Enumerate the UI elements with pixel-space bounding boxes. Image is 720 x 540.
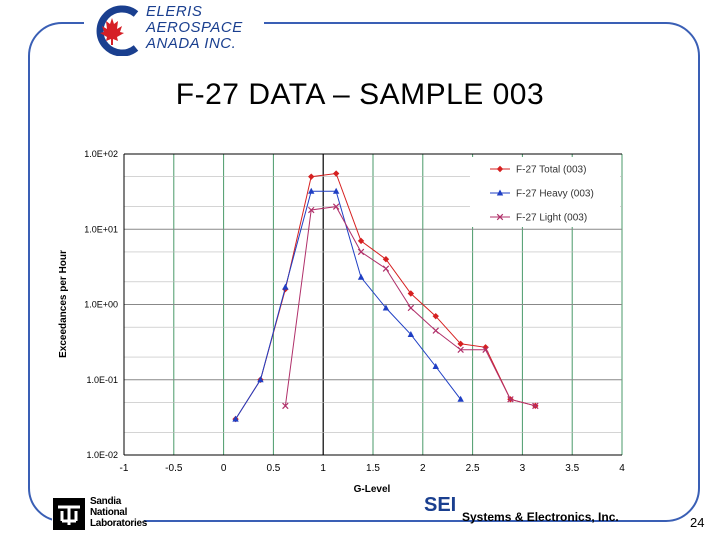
data-point-triangle xyxy=(282,283,289,290)
data-point-diamond xyxy=(432,312,439,320)
data-point-x xyxy=(482,346,489,354)
data-point-triangle xyxy=(357,273,365,280)
legend-entry: F-27 Heavy (003) xyxy=(516,189,594,200)
data-point-triangle xyxy=(232,415,239,422)
x-tick-label: 2 xyxy=(420,463,426,474)
data-point-triangle xyxy=(432,362,439,369)
series-line xyxy=(235,190,461,420)
logo-line-2: AEROSPACE xyxy=(146,19,243,36)
data-point-triangle xyxy=(257,376,264,383)
data-point-x xyxy=(496,213,504,221)
x-tick-label: 2.5 xyxy=(466,463,480,474)
maple-leaf-icon xyxy=(96,5,139,57)
x-tick-label: 0 xyxy=(221,463,227,474)
data-point-x xyxy=(332,203,340,210)
data-point-diamond xyxy=(308,173,315,180)
x-tick-label: 4 xyxy=(619,463,625,474)
x-axis-label: G-Level xyxy=(354,484,391,495)
slide-frame xyxy=(28,22,700,522)
x-tick-label: 1 xyxy=(320,463,326,474)
y-tick-label: 1.0E-02 xyxy=(86,450,118,460)
data-point-triangle xyxy=(457,395,464,402)
y-tick-label: 1.0E+00 xyxy=(84,300,118,310)
sandia-thunderbird-icon xyxy=(53,498,85,530)
logo-line-3: ANADA INC. xyxy=(146,35,237,52)
data-point-diamond xyxy=(407,290,415,297)
data-point-triangle xyxy=(407,330,415,337)
legend-entry: F-27 Light (003) xyxy=(516,213,587,224)
data-point-x xyxy=(532,402,539,410)
x-tick-label: 1.5 xyxy=(366,463,380,474)
data-point-x xyxy=(507,396,514,403)
data-point-x xyxy=(282,402,289,410)
page-number: 24 xyxy=(690,515,705,530)
company-name: Systems & Electronics, Inc. xyxy=(462,510,619,524)
data-point-x xyxy=(308,206,315,214)
data-point-x xyxy=(357,248,365,256)
x-tick-label: 0.5 xyxy=(266,463,280,474)
sei-logo-text: SEI xyxy=(424,494,457,516)
celeris-logo: ELERIS AEROSPACE ANADA INC. xyxy=(84,3,264,57)
y-tick-label: 1.0E+01 xyxy=(84,224,118,234)
sandia-line-2: National xyxy=(90,507,128,518)
data-point-x xyxy=(382,265,390,272)
data-point-diamond xyxy=(357,237,365,245)
data-point-triangle xyxy=(496,189,504,196)
y-axis-label: Exceedances per Hour xyxy=(58,250,69,358)
data-point-diamond xyxy=(457,340,464,348)
y-tick-label: 1.0E-01 xyxy=(86,375,118,385)
x-tick-label: -1 xyxy=(120,463,129,474)
data-point-triangle xyxy=(382,304,390,311)
sandia-line-1: Sandia xyxy=(90,496,121,507)
x-tick-label: -0.5 xyxy=(165,463,183,474)
data-point-triangle xyxy=(308,187,315,194)
data-point-diamond xyxy=(496,165,504,173)
slide-title: F-27 DATA – SAMPLE 003 xyxy=(175,78,545,111)
data-point-diamond xyxy=(332,170,340,177)
legend-entry: F-27 Total (003) xyxy=(516,165,586,176)
logo-line-1: ELERIS xyxy=(146,3,203,20)
data-point-triangle xyxy=(332,187,340,194)
data-point-x xyxy=(407,304,415,312)
data-point-diamond xyxy=(382,255,390,263)
sandia-line-3: Laboratories xyxy=(90,518,147,529)
data-point-x xyxy=(432,327,439,334)
sandia-logo: Sandia National Laboratories xyxy=(52,494,147,534)
y-tick-label: 1.0E+02 xyxy=(84,149,118,159)
x-tick-label: 3.5 xyxy=(565,463,579,474)
data-point-x xyxy=(457,346,464,354)
x-tick-label: 3 xyxy=(520,463,526,474)
